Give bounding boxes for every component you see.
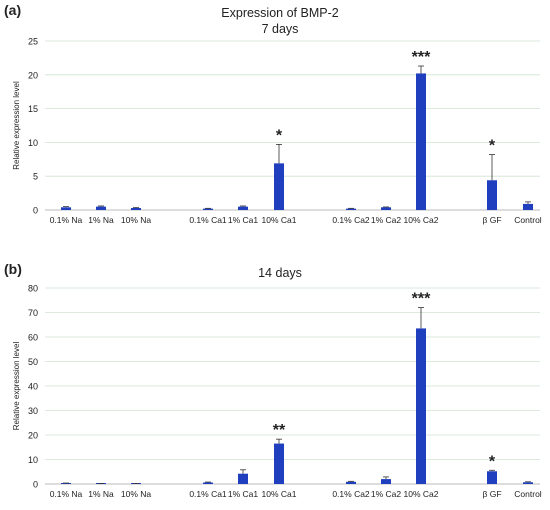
bar	[203, 208, 213, 210]
y-tick-label: 30	[28, 406, 38, 416]
bar	[346, 481, 356, 484]
x-tick-label: 10% Ca2	[404, 489, 439, 499]
y-tick-label: 20	[28, 431, 38, 441]
bar	[131, 207, 141, 210]
y-tick-label: 70	[28, 308, 38, 318]
x-tick-label: 1% Ca2	[371, 215, 402, 225]
y-tick-label: 0	[33, 480, 38, 490]
panel-label: (b)	[4, 261, 22, 277]
bar	[61, 207, 71, 210]
bar	[96, 206, 106, 210]
figure-title: Expression of BMP-2	[221, 6, 338, 20]
panel-label: (a)	[4, 2, 21, 18]
bar	[416, 328, 426, 484]
chart-title: 14 days	[258, 266, 302, 280]
panel-b: (b) 14 days Relative expression level 0 10 20…	[4, 261, 542, 499]
bar	[523, 482, 533, 484]
y-tick-label: 15	[28, 104, 38, 114]
panel-a: (a) 7 days Relative expression level 0 5 10 15…	[4, 2, 542, 225]
x-tick-label: Control	[514, 489, 542, 499]
bar	[274, 163, 284, 210]
bar	[346, 208, 356, 210]
x-tick-label: 0.1% Na	[50, 489, 83, 499]
bar	[274, 443, 284, 484]
bar	[487, 471, 497, 484]
significance-marker: **	[273, 422, 286, 439]
x-tick-label: 0.1% Ca1	[189, 489, 227, 499]
x-tick-label: 10% Ca2	[404, 215, 439, 225]
y-tick-label: 40	[28, 382, 38, 392]
significance-marker: ***	[412, 49, 431, 66]
x-tick-label: 0.1% Ca2	[332, 489, 370, 499]
x-tick-label: Control	[514, 215, 542, 225]
significance-marker: *	[489, 138, 496, 155]
bar	[61, 483, 71, 484]
bar	[238, 206, 248, 210]
x-tick-label: 1% Na	[88, 215, 114, 225]
y-tick-label: 50	[28, 357, 38, 367]
significance-marker: *	[276, 127, 283, 144]
x-tick-label: 1% Ca1	[228, 489, 259, 499]
x-tick-label: 0.1% Ca2	[332, 215, 370, 225]
x-tick-label: 10% Ca1	[262, 489, 297, 499]
y-axis-label: Relative expression level	[12, 81, 21, 170]
x-tick-label: 1% Na	[88, 489, 114, 499]
significance-marker: ***	[412, 291, 431, 308]
bar	[238, 473, 248, 484]
bar	[381, 207, 391, 210]
y-tick-label: 25	[28, 37, 38, 47]
bar	[487, 180, 497, 210]
x-tick-label: 0.1% Na	[50, 215, 83, 225]
y-axis-label: Relative expression level	[12, 342, 21, 431]
x-tick-label: 10% Na	[121, 489, 152, 499]
bar	[203, 482, 213, 484]
y-tick-label: 10	[28, 455, 38, 465]
x-tick-label: 10% Na	[121, 215, 152, 225]
y-tick-label: 5	[33, 172, 38, 182]
x-tick-label: β GF	[482, 215, 501, 225]
x-tick-label: 1% Ca2	[371, 489, 402, 499]
y-tick-label: 20	[28, 70, 38, 80]
bar	[523, 203, 533, 210]
chart-title: 7 days	[262, 22, 299, 36]
y-tick-label: 10	[28, 138, 38, 148]
y-tick-label: 0	[33, 206, 38, 216]
bar	[416, 73, 426, 210]
bar	[381, 479, 391, 484]
significance-marker: *	[489, 453, 496, 470]
y-tick-label: 60	[28, 333, 38, 343]
y-tick-label: 80	[28, 284, 38, 294]
x-tick-label: 0.1% Ca1	[189, 215, 227, 225]
x-tick-label: β GF	[482, 489, 501, 499]
x-tick-label: 10% Ca1	[262, 215, 297, 225]
x-tick-label: 1% Ca1	[228, 215, 259, 225]
